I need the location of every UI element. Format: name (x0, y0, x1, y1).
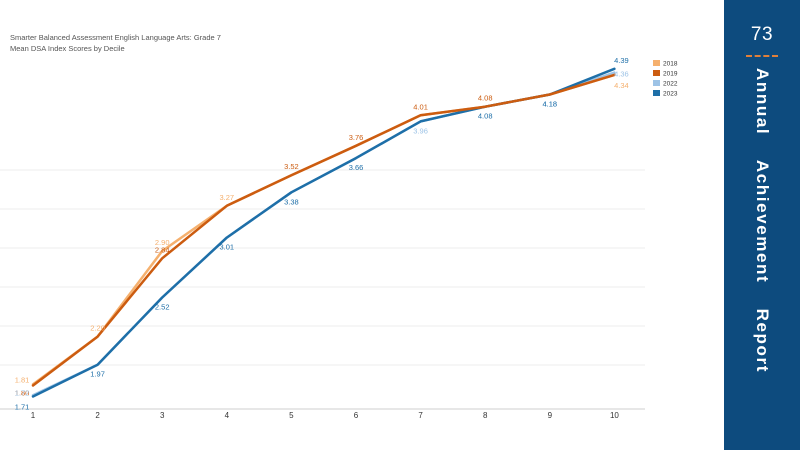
data-label-2023: 4.08 (478, 112, 493, 121)
data-label-2019: 3.76 (349, 133, 364, 142)
x-tick-label: 2 (95, 411, 100, 420)
x-tick-label: 6 (354, 411, 359, 420)
data-label-2022: 4.18 (542, 99, 557, 108)
data-label-2019: 2.84 (155, 245, 170, 254)
legend: 2018 2019 2022 2023 (653, 60, 678, 98)
page-number: 73 (750, 24, 774, 45)
x-axis-ticks: 1 2 3 4 5 6 7 8 9 10 (31, 411, 620, 420)
data-label-2023: 4.39 (614, 56, 629, 65)
page-number-divider (746, 55, 778, 57)
data-label-2023: 1.97 (90, 370, 105, 379)
data-label-2022: 4.36 (614, 69, 629, 78)
data-label-2023: 3.38 (284, 197, 299, 206)
data-label-2018: 2.90 (155, 238, 170, 247)
data-label-2022: 1.72 (15, 388, 30, 397)
series-line-2019 (31, 73, 616, 387)
data-label-2018: 3.27 (219, 193, 234, 202)
series-line-2018 (31, 73, 616, 386)
data-label-2023: 1.71 (15, 403, 30, 412)
data-label-2022: 3.96 (413, 126, 428, 135)
series-lines (31, 67, 616, 398)
legend-label-2022: 2022 (663, 81, 678, 88)
series-line-2023 (31, 67, 616, 398)
data-label-2023: 4.18 (542, 99, 557, 108)
data-label-2018: 2.20 (90, 324, 105, 333)
legend-label-2023: 2023 (663, 91, 678, 98)
data-label-2023: 2.52 (155, 302, 170, 311)
legend-swatch-2019 (653, 70, 660, 76)
data-label-2018: 4.34 (614, 81, 629, 90)
data-label-2019: 4.01 (413, 102, 428, 111)
x-tick-label: 3 (160, 411, 165, 420)
side-panel: 73 Annual Achievement Report (724, 0, 800, 450)
data-label-2023: 3.01 (219, 243, 234, 252)
data-labels: 1.81 2.20 2.90 3.27 4.34 1.80 2.84 3.52 3.76 4.01… (15, 56, 629, 412)
x-tick-label: 7 (418, 411, 423, 420)
data-label-2019: 4.08 (478, 94, 493, 103)
x-tick-label: 8 (483, 411, 488, 420)
legend-label-2018: 2018 (663, 61, 678, 68)
data-label-2019: 1.80 (15, 389, 30, 398)
data-label-2023: 3.66 (349, 163, 364, 172)
data-label-2018: 1.81 (15, 375, 30, 384)
x-tick-label: 4 (225, 411, 230, 420)
series-line-2022 (31, 71, 616, 397)
x-tick-label: 1 (31, 411, 36, 420)
legend-swatch-2018 (653, 60, 660, 66)
report-title: Annual Achievement Report (753, 68, 772, 373)
chart-subtitle: Mean DSA Index Scores by Decile (10, 44, 125, 53)
line-chart: Smarter Balanced Assessment English Lang… (0, 33, 678, 420)
legend-swatch-2023 (653, 90, 660, 96)
chart-title: Smarter Balanced Assessment English Lang… (10, 33, 221, 42)
x-tick-label: 5 (289, 411, 294, 420)
x-tick-label: 9 (548, 411, 553, 420)
x-tick-label: 10 (610, 411, 619, 420)
data-label-2019: 3.52 (284, 162, 299, 171)
legend-swatch-2022 (653, 80, 660, 86)
legend-label-2019: 2019 (663, 71, 678, 78)
chart-area: Smarter Balanced Assessment English Lang… (0, 33, 678, 420)
